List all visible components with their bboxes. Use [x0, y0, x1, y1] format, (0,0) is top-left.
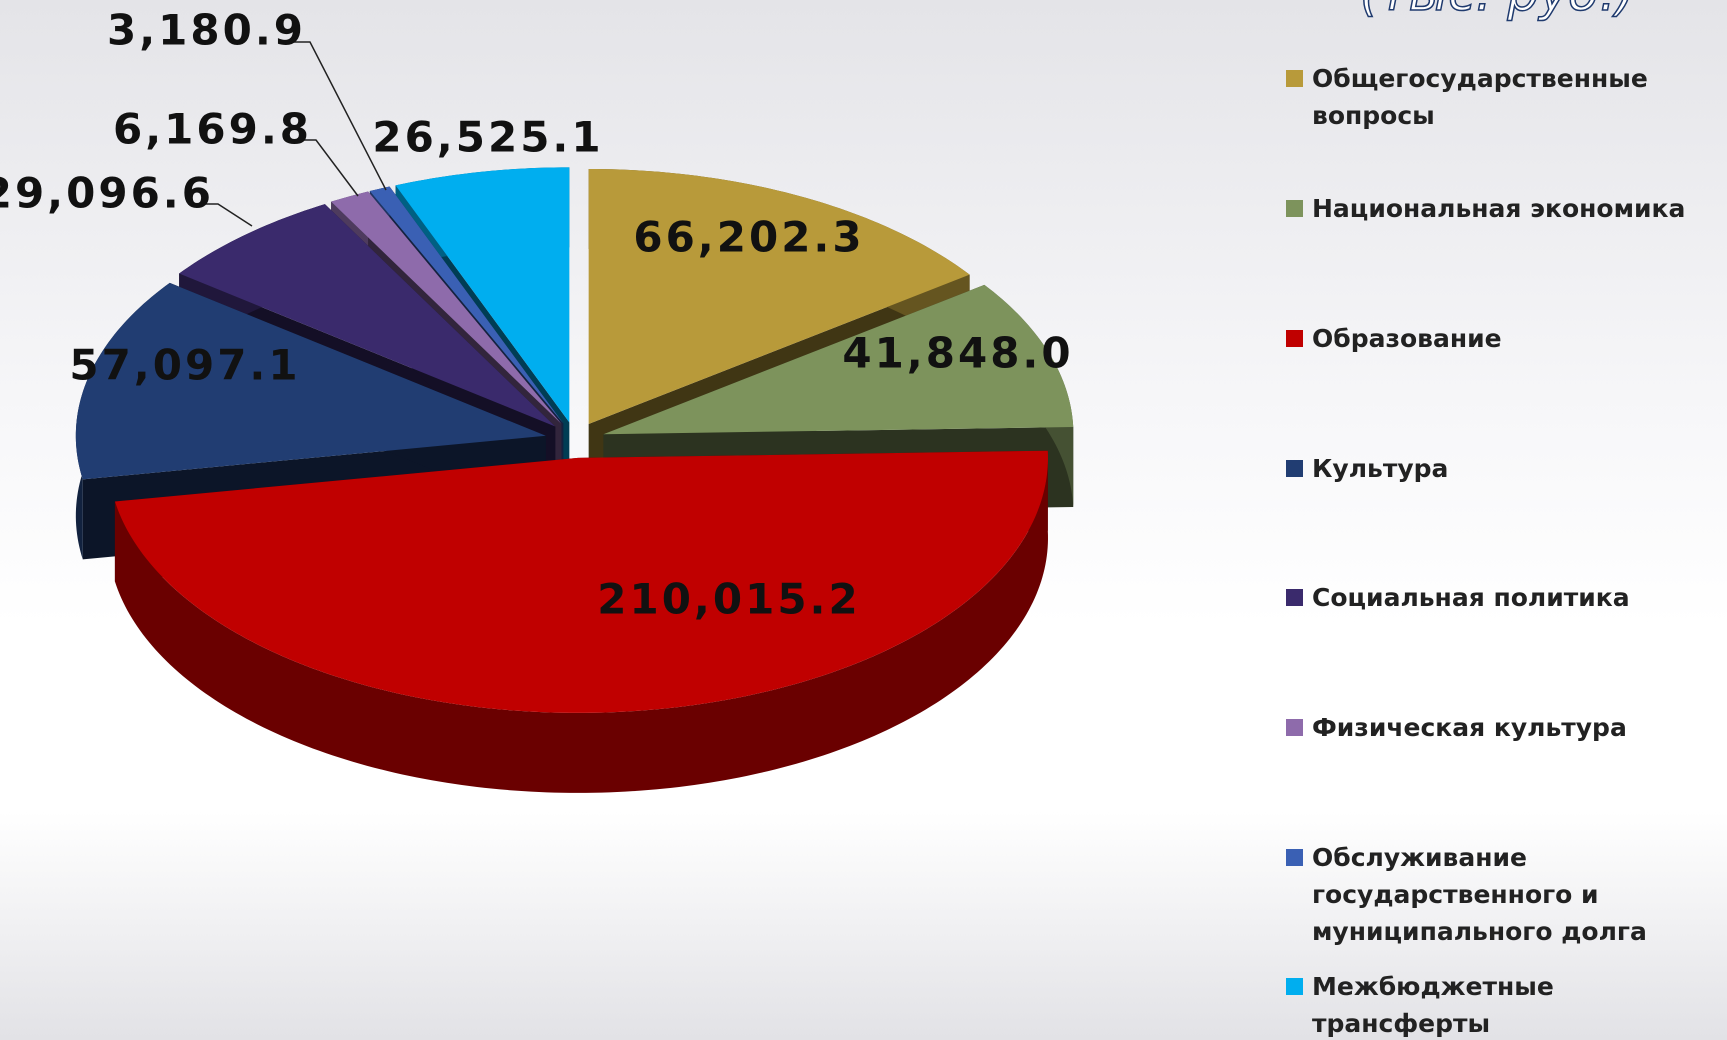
- legend-item: Образование: [1286, 320, 1706, 357]
- legend-item: Обслуживание государственного и муниципа…: [1286, 839, 1706, 950]
- legend-swatch: [1286, 849, 1303, 866]
- legend-item: Межбюджетные трансферты: [1286, 968, 1706, 1040]
- data-label: 26,525.1: [372, 113, 603, 162]
- slice: [75, 282, 546, 480]
- legend-label: Межбюджетные трансферты: [1312, 972, 1554, 1038]
- slice: [395, 167, 570, 423]
- legend-swatch: [1286, 460, 1303, 477]
- legend-label: Национальная экономика: [1312, 194, 1686, 223]
- legend-item: Культура: [1286, 450, 1706, 487]
- data-label: 41,848.0: [842, 329, 1073, 378]
- legend-item: Общегосударственные вопросы: [1286, 60, 1706, 134]
- slice-side: [114, 450, 1048, 793]
- data-label: 29,096.6: [0, 169, 214, 218]
- data-label: 66,202.3: [633, 213, 864, 262]
- leader-line: [286, 139, 359, 197]
- leader-line: [280, 41, 387, 191]
- leader-line: [188, 203, 253, 227]
- slice-group: [114, 450, 1048, 793]
- legend-label: Культура: [1312, 454, 1449, 483]
- slice: [369, 186, 564, 424]
- legend-swatch: [1286, 200, 1303, 217]
- slice: [588, 168, 970, 424]
- legend-swatch: [1286, 978, 1303, 995]
- legend-label: Обслуживание государственного и муниципа…: [1312, 843, 1647, 946]
- slice: [603, 284, 1074, 435]
- legend-swatch: [1286, 70, 1303, 87]
- slice: [179, 204, 556, 427]
- legend-item: Социальная политика: [1286, 579, 1706, 616]
- data-label: 57,097.1: [69, 341, 300, 390]
- legend-label: Общегосударственные вопросы: [1312, 64, 1648, 130]
- legend-item: Национальная экономика: [1286, 190, 1706, 227]
- legend-swatch: [1286, 330, 1303, 347]
- data-label: 3,180.9: [107, 6, 306, 55]
- legend-item: Физическая культура: [1286, 709, 1706, 746]
- legend-swatch: [1286, 719, 1303, 736]
- legend-label: Образование: [1312, 324, 1502, 353]
- legend-label: Физическая культура: [1312, 713, 1627, 742]
- slice: [114, 450, 1048, 713]
- data-label: 210,015.2: [597, 575, 860, 624]
- slice: [331, 191, 562, 424]
- legend-swatch: [1286, 589, 1303, 606]
- chart-title: (тыс. руб.): [1359, 0, 1635, 23]
- legend-label: Социальная политика: [1312, 583, 1630, 612]
- data-label: 6,169.8: [113, 105, 312, 154]
